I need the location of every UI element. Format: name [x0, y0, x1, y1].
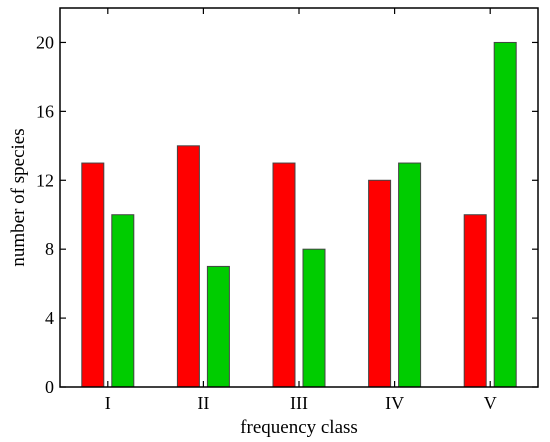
- x-tick-label: V: [484, 393, 497, 413]
- y-tick-label: 0: [45, 377, 54, 397]
- y-axis-title: number of species: [8, 128, 29, 266]
- bars-layer: [81, 41, 517, 388]
- y-tick-label: 20: [36, 32, 54, 52]
- x-axis-title: frequency class: [240, 417, 358, 438]
- bar-series1-I: [81, 162, 105, 388]
- y-tick-label: 16: [36, 101, 54, 121]
- bar-series1-III: [272, 162, 296, 388]
- bar-series2-I: [111, 214, 135, 388]
- y-tick-label: 12: [36, 170, 54, 190]
- bar-series2-IV: [398, 162, 422, 388]
- bar-series1-V: [463, 214, 487, 388]
- x-tick-label: I: [105, 393, 111, 413]
- y-tick-label: 4: [45, 308, 54, 328]
- bar-series2-II: [206, 265, 230, 388]
- bar-series2-III: [302, 248, 326, 388]
- x-tick-label: II: [197, 393, 209, 413]
- x-tick-label: IV: [385, 393, 404, 413]
- bar-series1-IV: [368, 179, 392, 388]
- bar-series1-II: [176, 145, 200, 388]
- y-tick-label: 8: [45, 239, 54, 259]
- bar-series2-V: [493, 41, 517, 388]
- x-tick-label: III: [290, 393, 308, 413]
